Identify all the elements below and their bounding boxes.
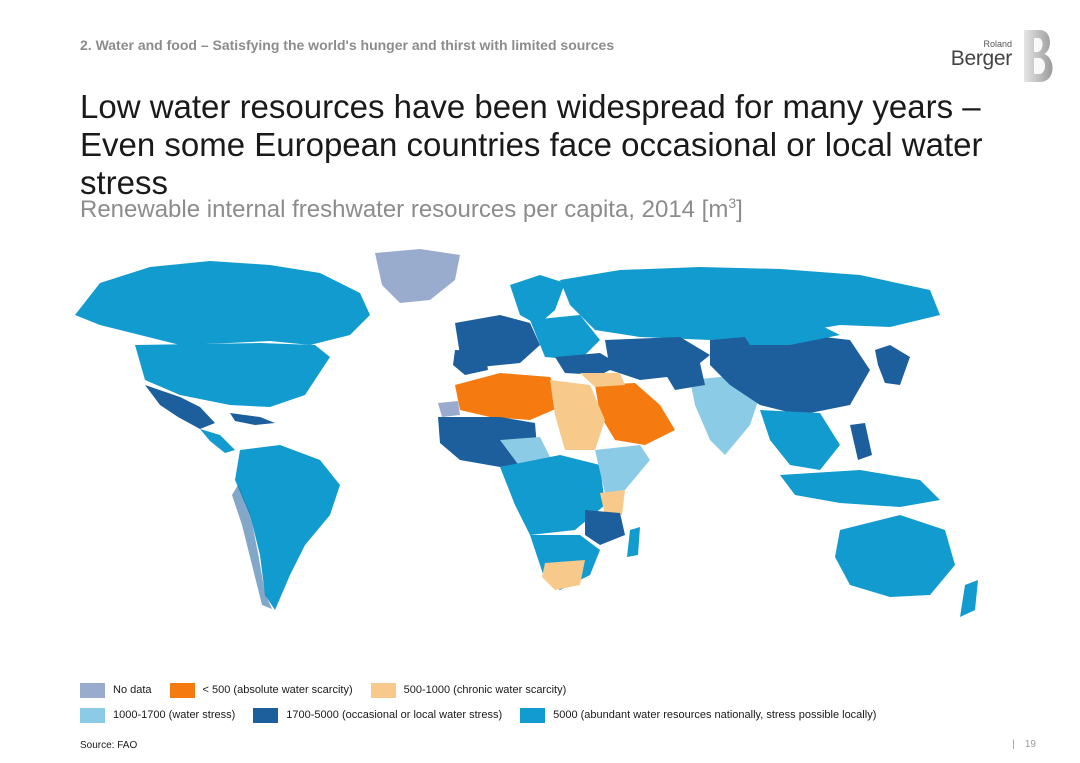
region-iran-levant: [580, 373, 625, 387]
legend-item-absolute-scarcity: < 500 (absolute water scarcity): [169, 682, 353, 698]
region-north-africa: [455, 373, 565, 420]
region-russia: [560, 267, 940, 340]
roland-berger-logo: Roland Berger: [948, 28, 1058, 84]
logo-roland-text: Roland: [983, 39, 1012, 49]
region-new-zealand: [960, 580, 978, 617]
region-greenland: [375, 249, 460, 303]
region-eastern-europe: [530, 315, 600, 360]
legend-item-chronic-scarcity: 500-1000 (chronic water scarcity): [370, 682, 567, 698]
region-central-africa: [500, 455, 605, 535]
page-divider: |: [1012, 739, 1015, 750]
legend-swatch-water-stress: [80, 707, 105, 723]
region-southeast-asia: [760, 410, 840, 470]
legend-item-water-stress: 1000-1700 (water stress): [80, 707, 236, 723]
source-note: Source: FAO: [80, 740, 138, 751]
page-number: | 19: [1012, 739, 1036, 750]
region-caribbean: [230, 413, 275, 425]
section-label: 2. Water and food – Satisfying the world…: [80, 37, 615, 53]
region-egypt-sudan: [550, 380, 605, 450]
region-central-america: [200, 429, 235, 453]
legend-label-occasional-stress: 1700-5000 (occasional or local water str…: [286, 709, 503, 721]
legend-label-chronic-scarcity: 500-1000 (chronic water scarcity): [403, 684, 567, 696]
region-horn-of-africa: [595, 445, 650, 493]
headline: Low water resources have been widespread…: [80, 88, 983, 201]
subtitle-closing: ]: [736, 196, 743, 223]
subtitle-text: Renewable internal freshwater resources …: [80, 196, 729, 223]
region-australia: [835, 515, 955, 597]
legend-swatch-no-data: [80, 682, 105, 698]
region-south-africa: [542, 560, 585, 590]
region-arabian-peninsula: [595, 383, 675, 445]
legend-row-2: 1000-1700 (water stress) 1700-5000 (occa…: [80, 707, 894, 723]
legend-item-abundant: 5000 (abundant water resources nationall…: [520, 707, 877, 723]
region-mongolia: [740, 325, 840, 345]
logo-b-icon: [1024, 30, 1053, 82]
map-subtitle: Renewable internal freshwater resources …: [80, 195, 743, 224]
region-china: [710, 333, 870, 415]
region-pakistan-afghanistan: [660, 363, 705, 390]
region-east-africa: [585, 510, 625, 545]
legend-item-no-data: No data: [80, 682, 152, 698]
region-indonesia: [780, 470, 940, 507]
legend-label-abundant: 5000 (abundant water resources nationall…: [553, 709, 877, 721]
region-south-america: [235, 445, 340, 610]
page-number-value: 19: [1024, 739, 1036, 750]
legend-swatch-abundant: [520, 707, 546, 723]
region-philippines: [850, 423, 872, 460]
region-peru-chile: [232, 485, 272, 609]
legend-label-no-data: No data: [113, 684, 152, 696]
map-legend: No data < 500 (absolute water scarcity) …: [80, 682, 894, 732]
region-turkey-caucasus: [555, 353, 620, 375]
region-korea-japan: [875, 345, 910, 385]
subtitle-superscript: 3: [728, 195, 737, 211]
logo-berger-text: Berger: [950, 47, 1013, 70]
legend-swatch-occasional-stress: [253, 707, 279, 723]
legend-label-absolute-scarcity: < 500 (absolute water scarcity): [202, 684, 353, 696]
region-madagascar: [627, 527, 640, 557]
region-iberia: [453, 350, 488, 375]
legend-item-occasional-stress: 1700-5000 (occasional or local water str…: [253, 707, 503, 723]
legend-row-1: No data < 500 (absolute water scarcity) …: [80, 682, 894, 698]
region-india: [690, 375, 760, 455]
region-canada-alaska: [75, 261, 370, 345]
legend-swatch-chronic-scarcity: [370, 682, 396, 698]
legend-swatch-absolute-scarcity: [169, 682, 195, 698]
world-water-map: [75, 249, 978, 617]
region-mexico: [145, 385, 215, 429]
region-scandinavia: [510, 275, 565, 325]
region-usa: [135, 343, 330, 407]
region-western-sahara: [438, 401, 460, 417]
region-kenya: [600, 490, 625, 515]
legend-label-water-stress: 1000-1700 (water stress): [113, 709, 236, 721]
